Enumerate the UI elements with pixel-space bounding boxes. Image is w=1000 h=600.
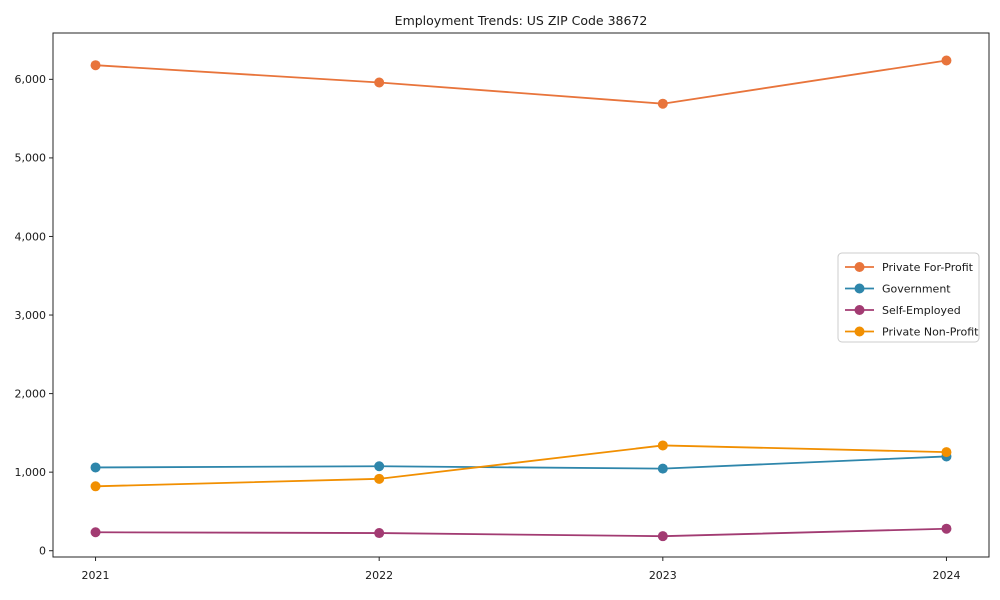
legend-label: Self-Employed <box>882 304 961 317</box>
data-point-marker <box>374 528 385 539</box>
data-point-marker <box>657 463 668 474</box>
y-tick-label: 5,000 <box>15 152 47 165</box>
data-point-marker <box>90 481 101 492</box>
data-point-marker <box>90 60 101 71</box>
legend-item: Government <box>845 282 951 295</box>
chart-title: Employment Trends: US ZIP Code 38672 <box>395 13 648 28</box>
series-line-government <box>95 455 947 470</box>
x-tick-label: 2022 <box>365 569 393 582</box>
legend-item: Self-Employed <box>845 304 961 317</box>
series-line-private-for-profit <box>95 59 947 105</box>
legend-label: Government <box>882 282 951 295</box>
legend: Private For-Profit Government Self-Employe… <box>837 252 980 343</box>
data-point-marker <box>657 440 668 451</box>
legend-item: Private For-Profit <box>845 261 974 274</box>
x-tick-label: 2023 <box>649 569 677 582</box>
legend-label: Private For-Profit <box>882 261 974 274</box>
data-point-marker <box>374 461 385 472</box>
y-tick-label: 3,000 <box>15 309 47 322</box>
data-point-marker <box>657 531 668 542</box>
data-point-marker <box>941 55 952 66</box>
data-point-marker <box>374 77 385 88</box>
data-point-marker <box>90 527 101 538</box>
y-tick-label: 0 <box>39 545 46 558</box>
legend-marker <box>854 262 865 272</box>
legend-label: Private Non-Profit <box>882 325 979 338</box>
legend-marker <box>854 305 865 315</box>
y-tick-label: 1,000 <box>15 466 47 479</box>
data-point-marker <box>941 523 952 534</box>
legend-marker <box>854 326 865 337</box>
legend-marker <box>854 283 865 294</box>
x-tick-label: 2024 <box>932 569 960 582</box>
axes-frame <box>52 32 990 558</box>
data-point-marker <box>374 473 385 484</box>
series-line-private-non-profit <box>95 444 947 488</box>
y-tick-label: 4,000 <box>15 230 47 243</box>
y-tick-label: 6,000 <box>15 73 47 86</box>
data-point-marker <box>657 98 668 109</box>
series-line-self-employed <box>95 527 947 538</box>
data-point-marker <box>941 447 952 458</box>
plot-area: 0 1,000 2,000 3,000 4,000 5,000 6,000 2021 2022 2… <box>15 32 990 582</box>
legend-box <box>837 252 980 343</box>
y-tick-label: 2,000 <box>15 387 47 400</box>
legend-item: Private Non-Profit <box>845 325 979 338</box>
data-point-marker <box>90 462 101 473</box>
x-tick-label: 2021 <box>82 569 110 582</box>
